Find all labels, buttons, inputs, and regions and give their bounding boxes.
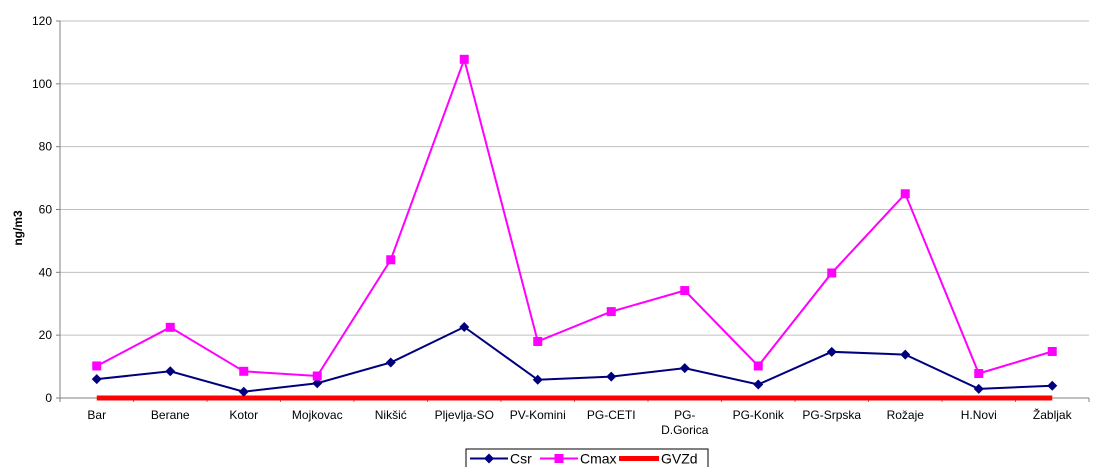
- y-tick-labels: 0 20 40 60 80 100 120: [32, 14, 52, 405]
- axes: [56, 20, 1090, 402]
- legend-label: GVZd: [661, 451, 698, 467]
- point-cmax: [459, 54, 469, 64]
- point-cmax: [900, 189, 910, 199]
- x-tick-label: Pljevlja-SO: [435, 408, 494, 422]
- point-csr: [606, 371, 617, 382]
- point-csr: [973, 383, 984, 394]
- point-cmax: [239, 366, 249, 376]
- y-axis-label: ng/m3: [11, 210, 25, 246]
- x-tick-label: PG-Srpska: [802, 408, 861, 422]
- x-tick-label: Berane: [151, 408, 190, 422]
- point-cmax: [533, 336, 543, 346]
- point-csr: [1047, 380, 1058, 391]
- legend: Csr Cmax GVZd: [465, 448, 709, 467]
- point-csr: [532, 374, 543, 385]
- legend-marker: [484, 453, 494, 464]
- y-tick-label: 120: [32, 14, 52, 28]
- y-tick-label: 0: [45, 391, 52, 405]
- point-cmax: [680, 286, 690, 296]
- point-csr: [385, 357, 396, 368]
- y-tick-label: 40: [39, 265, 53, 279]
- point-csr: [826, 346, 837, 357]
- point-csr: [312, 378, 323, 389]
- y-tick-label: 20: [39, 328, 53, 342]
- legend-marker: [554, 454, 564, 463]
- point-csr: [900, 349, 911, 360]
- legend-box: [465, 448, 709, 467]
- y-tick-label: 80: [39, 140, 53, 154]
- legend-label: Cmax: [580, 451, 617, 467]
- legend-item-csr: Csr: [470, 451, 532, 467]
- point-cmax: [386, 255, 396, 265]
- point-cmax: [753, 361, 763, 371]
- series-line-cmax: [96, 55, 1053, 378]
- point-cmax: [974, 368, 984, 378]
- x-tick-labels: Bar Berane Kotor Mojkovac Nikšić Pljevlja-SO P…: [87, 407, 1072, 437]
- gridlines: [60, 20, 1089, 336]
- series-group: [91, 54, 1058, 401]
- point-cmax: [165, 322, 175, 332]
- point-csr: [679, 363, 690, 374]
- x-tick-label: PG-CETI: [587, 408, 636, 422]
- point-csr: [165, 366, 176, 377]
- point-csr: [459, 321, 470, 332]
- series-line-csr: [96, 325, 1053, 393]
- x-tick-label: Žabljak: [1033, 407, 1073, 422]
- y-tick-label: 60: [39, 203, 53, 217]
- x-tick-label: Mojkovac: [292, 408, 343, 422]
- point-cmax: [1047, 347, 1057, 357]
- legend-label: Csr: [510, 451, 532, 467]
- point-cmax: [312, 371, 322, 381]
- x-tick-label: PG-D.Gorica: [661, 408, 709, 437]
- x-tick-label: Bar: [87, 408, 106, 422]
- x-tick-label: Nikšić: [375, 408, 407, 422]
- point-csr: [753, 379, 764, 390]
- point-cmax: [827, 268, 837, 278]
- legend-item-gvzd: GVZd: [619, 451, 698, 467]
- point-cmax: [606, 307, 616, 317]
- point-cmax: [92, 361, 102, 371]
- x-tick-label: PG-Konik: [733, 408, 785, 422]
- point-csr: [91, 374, 102, 385]
- x-tick-label: Rožaje: [887, 408, 925, 422]
- x-tick-label: PV-Komini: [510, 408, 566, 422]
- x-tick-label: Kotor: [229, 408, 258, 422]
- y-tick-label: 100: [32, 77, 52, 91]
- x-tick-label: H.Novi: [961, 408, 997, 422]
- legend-item-cmax: Cmax: [540, 451, 617, 467]
- point-csr: [238, 386, 249, 397]
